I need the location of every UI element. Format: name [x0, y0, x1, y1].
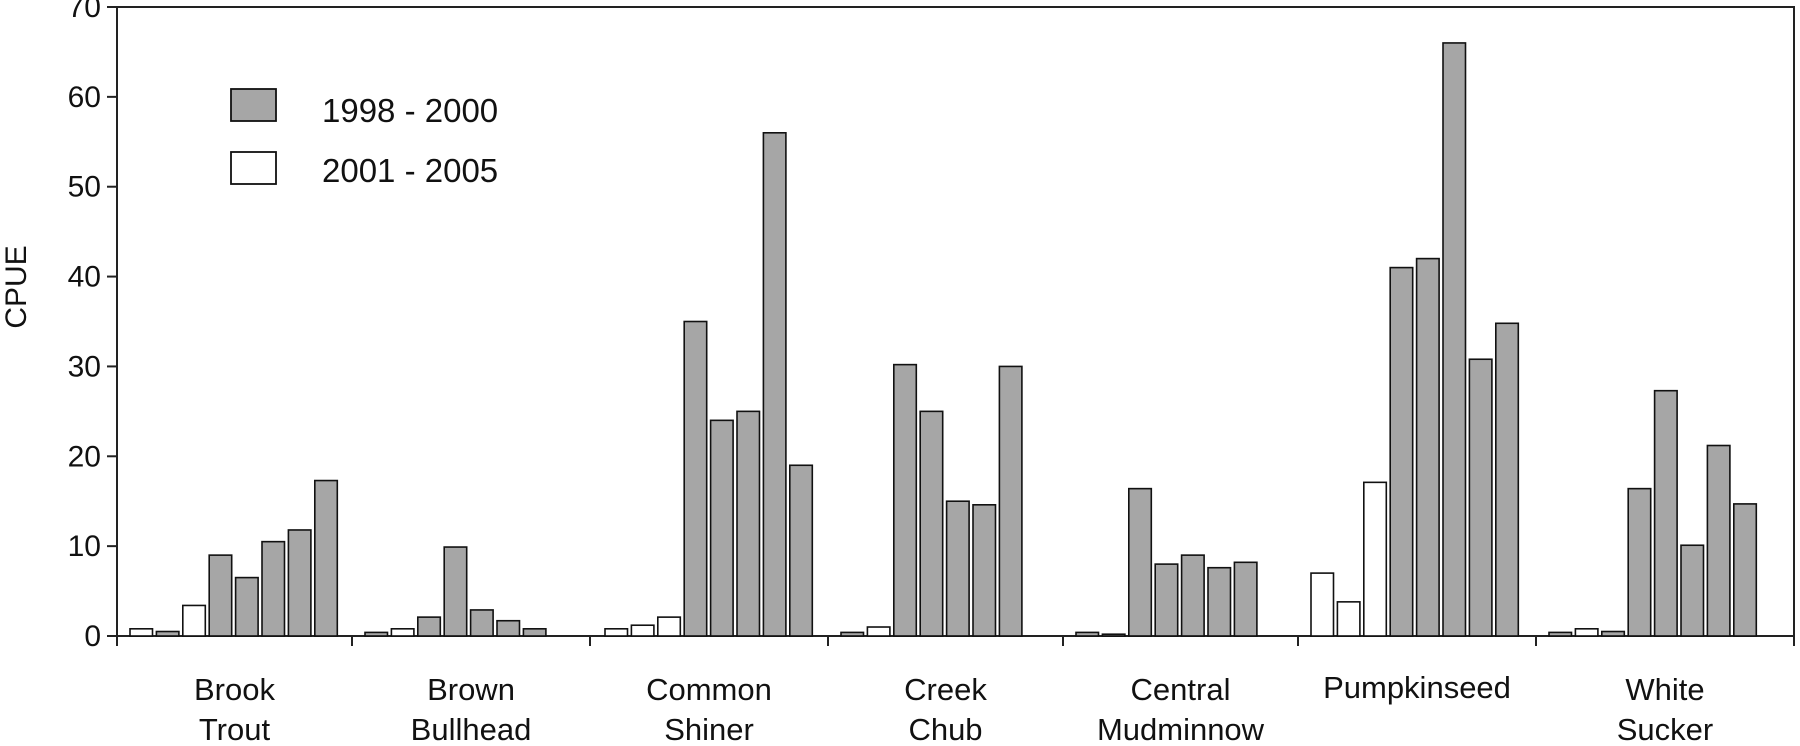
bar — [736, 410, 761, 637]
legend-label: 2001 - 2005 — [322, 152, 498, 189]
bar — [1548, 631, 1573, 637]
bar — [1706, 444, 1731, 637]
legend-label: 1998 - 2000 — [322, 92, 498, 129]
bar — [919, 410, 944, 637]
bar — [1574, 628, 1599, 637]
bar — [313, 479, 339, 637]
bar — [287, 529, 312, 637]
bar — [788, 464, 814, 637]
bar — [1415, 257, 1440, 637]
y-tick-label: 50 — [68, 171, 101, 204]
bar — [416, 616, 442, 637]
bar — [1442, 42, 1467, 637]
bar — [1627, 487, 1652, 637]
bar — [1733, 503, 1758, 637]
bar — [1207, 566, 1232, 637]
bar — [1336, 601, 1361, 637]
category-label: Brown — [427, 672, 515, 707]
bar — [709, 419, 734, 637]
y-tick-label: 60 — [68, 81, 101, 114]
y-axis-title: CPUE — [0, 245, 33, 328]
bar — [1653, 389, 1678, 637]
bar — [892, 363, 918, 637]
legend-swatch — [230, 151, 277, 185]
category-label: Bullhead — [411, 712, 532, 746]
category-label: Brook — [194, 672, 275, 707]
bar — [1601, 630, 1626, 637]
bar — [155, 630, 180, 637]
legend-swatch — [230, 88, 277, 122]
bar — [945, 500, 970, 637]
plot-area: 0 10 20 30 40 50 60 70 Brook Trout Brown Bullhead Co… — [68, 0, 1795, 746]
bar — [1128, 487, 1153, 637]
bar — [522, 628, 547, 637]
bar — [1154, 563, 1179, 637]
category-label: Sucker — [1617, 712, 1713, 746]
bar — [1363, 481, 1388, 637]
bar — [469, 609, 494, 637]
bar — [496, 619, 521, 637]
bar — [683, 320, 708, 637]
bar — [234, 576, 259, 637]
bar — [1680, 544, 1705, 637]
bar — [656, 616, 682, 637]
y-tick-label: 40 — [68, 261, 101, 294]
category-label: Central — [1131, 672, 1231, 707]
bar — [1310, 572, 1335, 637]
bar — [129, 628, 154, 637]
category-label: Mudminnow — [1097, 712, 1265, 746]
bar — [998, 365, 1023, 637]
bar — [1468, 358, 1493, 637]
bar — [364, 631, 389, 637]
category-label: Common — [646, 672, 772, 707]
category-label: White — [1625, 672, 1704, 707]
bar — [972, 504, 997, 637]
bar — [182, 604, 207, 637]
bar — [762, 132, 787, 637]
category-label: Chub — [908, 712, 982, 746]
bar — [840, 631, 865, 637]
bar — [1233, 561, 1258, 637]
bar — [1075, 631, 1100, 637]
y-tick-label: 0 — [84, 620, 101, 653]
bar — [208, 554, 233, 637]
category-label: Trout — [199, 712, 271, 746]
bar — [630, 624, 655, 637]
bar — [604, 628, 629, 637]
bar — [1495, 322, 1520, 637]
category-label: Shiner — [664, 712, 754, 746]
bar — [866, 626, 891, 637]
legend: 1998 - 2000 2001 - 2005 — [230, 88, 498, 189]
y-tick-label: 70 — [68, 0, 101, 24]
bar — [1389, 266, 1414, 637]
category-label: Creek — [904, 672, 987, 707]
bar — [261, 540, 286, 637]
category-label: Pumpkinseed — [1323, 670, 1511, 705]
bar — [1180, 554, 1205, 637]
y-tick-label: 10 — [68, 530, 101, 563]
bar — [390, 628, 415, 637]
y-tick-label: 30 — [68, 350, 101, 383]
y-tick-label: 20 — [68, 440, 101, 473]
bar — [1101, 633, 1126, 637]
bar — [443, 546, 468, 637]
